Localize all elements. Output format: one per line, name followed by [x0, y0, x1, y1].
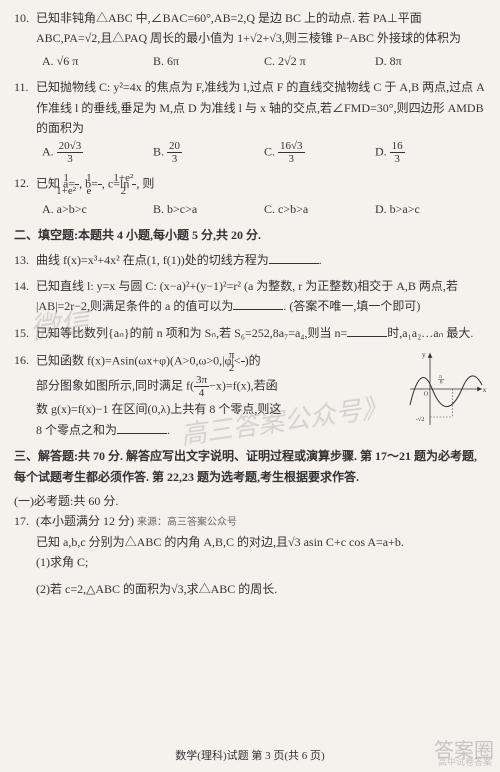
corner-watermark-2: 高中试卷答案 [438, 755, 492, 770]
question-16: x y O π 8 -√2 16.已知函数 f(x)=Asin(ωx+φ)(A>… [14, 349, 486, 440]
q10-opt-b: B. 6π [153, 51, 264, 71]
q10-options: A. √6 π B. 6π C. 2√2 π D. 8π [14, 51, 486, 71]
svg-text:-√2: -√2 [416, 415, 425, 423]
q12-num: 12. [14, 173, 36, 193]
source-note: 来源：高三答案公众号 [137, 517, 237, 528]
blank [347, 325, 387, 337]
question-14: 14.已知直线 l: y=x 与圆 C: (x−a)²+(y−1)²=r² (a… [14, 276, 486, 317]
q11-options: A. 20√33 B. 203 C. 16√33 D. 163 [14, 140, 486, 165]
question-11: 11.已知抛物线 C: y²=4x 的焦点为 F,准线为 l,过点 F 的直线交… [14, 77, 486, 165]
q11-opt-c: C. 16√33 [264, 140, 375, 165]
blank [117, 422, 167, 434]
question-12: 12.已知 a=11+e², b=1e, c=ln 1+e²2, 则 A. a>… [14, 172, 486, 220]
section-3-header: 三、解答题:共 70 分. 解答应写出文字说明、证明过程或演算步骤. 第 17～… [14, 446, 486, 487]
q16-graph: x y O π 8 -√2 [406, 349, 486, 429]
page-footer: 数学(理科)试题 第 3 页(共 6 页) [0, 747, 500, 766]
question-15: 15.已知等比数列{aₙ}的前 n 项和为 Sₙ,若 S₆=252,8a₇=a₄… [14, 323, 486, 343]
blank [233, 298, 283, 310]
q12-options: A. a>b>c B. b>c>a C. c>b>a D. b>a>c [14, 199, 486, 219]
svg-text:O: O [424, 390, 429, 397]
question-13: 13.曲线 f(x)=x³+4x² 在点(1, f(1))处的切线方程为. [14, 250, 486, 270]
svg-text:x: x [483, 386, 486, 394]
q11-text: 已知抛物线 C: y²=4x 的焦点为 F,准线为 l,过点 F 的直线交抛物线… [36, 80, 484, 135]
section-3a-header: (一)必考题:共 60 分. [14, 491, 486, 511]
q12-opt-c: C. c>b>a [264, 199, 375, 219]
q10-opt-a: A. √6 π [42, 51, 153, 71]
q10-num: 10. [14, 8, 36, 28]
q12-opt-a: A. a>b>c [42, 199, 153, 219]
svg-text:y: y [422, 351, 426, 359]
question-10: 10.已知非钝角△ABC 中,∠BAC=60°,AB=2,Q 是边 BC 上的动… [14, 8, 486, 71]
question-17: 17.(本小题满分 12 分) 来源：高三答案公众号 已知 a,b,c 分别为△… [14, 511, 486, 599]
q12-opt-b: B. b>c>a [153, 199, 264, 219]
q10-text: 已知非钝角△ABC 中,∠BAC=60°,AB=2,Q 是边 BC 上的动点. … [36, 11, 461, 45]
blank [269, 252, 319, 264]
q11-num: 11. [14, 77, 36, 97]
q11-opt-a: A. 20√33 [42, 140, 153, 165]
q12-opt-d: D. b>a>c [375, 199, 486, 219]
q11-opt-d: D. 163 [375, 140, 486, 165]
section-2-header: 二、填空题:本题共 4 小题,每小题 5 分,共 20 分. [14, 225, 486, 245]
q10-opt-c: C. 2√2 π [264, 51, 375, 71]
q10-opt-d: D. 8π [375, 51, 486, 71]
q11-opt-b: B. 203 [153, 140, 264, 165]
